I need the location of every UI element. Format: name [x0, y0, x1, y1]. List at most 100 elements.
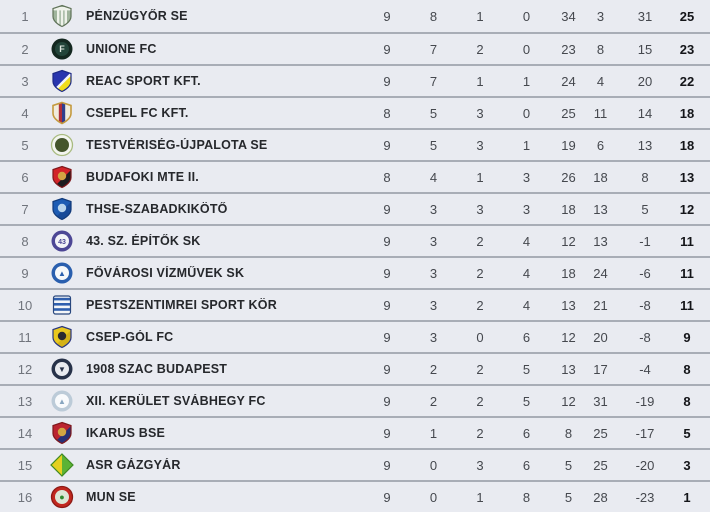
team-name[interactable]: TESTVÉRISÉG-ÚJPALOTA SE	[86, 138, 268, 152]
standings-row[interactable]: 1 PÉNZÜGYŐR SE 9 8 1 0 34 3 31 25	[0, 0, 710, 32]
stat-goal-difference: 15	[637, 41, 653, 57]
stat-goal-difference: -8	[639, 329, 651, 345]
team-crest-icon	[50, 133, 74, 157]
standings-row[interactable]: 7 THSE-SZABADKIKÖTŐ 9 3 3 3 18 13 5 12	[0, 192, 710, 224]
team-name[interactable]: UNIONE FC	[86, 42, 157, 56]
points-value: 8	[683, 361, 691, 377]
team-crest-icon	[50, 101, 74, 125]
stat-goals-for: 13	[561, 361, 576, 377]
standings-row[interactable]: 11 CSEP-GÓL FC 9 3 0 6 12 20 -8 9	[0, 320, 710, 352]
stat-draws: 3	[476, 457, 484, 473]
stat-wins: 3	[429, 297, 438, 313]
standings-row[interactable]: 4 CSEPEL FC KFT. 8 5 3 0 25 11 14 18	[0, 96, 710, 128]
position-number: 8	[21, 233, 29, 249]
stat-losses: 0	[522, 41, 531, 57]
position-number: 5	[21, 137, 29, 153]
svg-text:▲: ▲	[58, 269, 66, 278]
stat-played: 8	[383, 105, 391, 121]
stat-wins: 5	[429, 105, 438, 121]
team-name[interactable]: THSE-SZABADKIKÖTŐ	[86, 202, 228, 216]
stat-played: 9	[383, 41, 391, 57]
position-number: 9	[21, 265, 29, 281]
position-number: 4	[21, 105, 29, 121]
svg-text:43: 43	[58, 239, 66, 246]
team-name[interactable]: MUN SE	[86, 490, 136, 504]
stat-draws: 1	[476, 73, 484, 89]
stat-goals-against: 3	[596, 8, 605, 24]
team-name[interactable]: ASR GÁZGYÁR	[86, 458, 181, 472]
standings-row[interactable]: 3 REAC SPORT KFT. 9 7 1 1 24 4 20 22	[0, 64, 710, 96]
stat-played: 9	[383, 265, 391, 281]
points-value: 18	[679, 105, 695, 121]
stat-losses: 0	[522, 8, 531, 24]
stat-played: 9	[383, 297, 391, 313]
svg-text:▼: ▼	[58, 365, 66, 374]
stat-goal-difference: -23	[635, 489, 655, 505]
stat-played: 9	[383, 425, 391, 441]
standings-row[interactable]: 8 43 43. SZ. ÉPÍTŐK SK 9 3 2 4 12 13 -1 11	[0, 224, 710, 256]
team-crest-icon: ▲	[50, 261, 74, 285]
stat-played: 9	[383, 361, 391, 377]
points-value: 1	[683, 489, 691, 505]
stat-wins: 8	[429, 8, 438, 24]
stat-goals-against: 6	[596, 137, 605, 153]
points-value: 12	[679, 201, 695, 217]
stat-goals-against: 8	[596, 41, 605, 57]
position-number: 12	[17, 361, 33, 377]
stat-goal-difference: -1	[639, 233, 651, 249]
stat-goals-for: 8	[564, 425, 573, 441]
stat-goals-against: 25	[593, 425, 608, 441]
team-name[interactable]: REAC SPORT KFT.	[86, 74, 201, 88]
stat-draws: 2	[476, 41, 484, 57]
team-name[interactable]: IKARUS BSE	[86, 426, 166, 440]
stat-draws: 2	[476, 393, 484, 409]
stat-goals-for: 25	[561, 105, 576, 121]
stat-wins: 2	[429, 393, 438, 409]
stat-losses: 4	[522, 265, 531, 281]
standings-row[interactable]: 15 ASR GÁZGYÁR 9 0 3 6 5 25 -20 3	[0, 448, 710, 480]
stat-goals-against: 11	[593, 105, 608, 121]
team-name[interactable]: CSEP-GÓL FC	[86, 330, 174, 344]
stat-goal-difference: 8	[641, 169, 649, 185]
stat-draws: 0	[476, 329, 484, 345]
points-value: 9	[683, 329, 691, 345]
team-crest-icon: 43	[50, 229, 74, 253]
team-name[interactable]: PÉNZÜGYŐR SE	[86, 9, 188, 23]
standings-row[interactable]: 14 IKARUS BSE 9 1 2 6 8 25 -17 5	[0, 416, 710, 448]
stat-losses: 6	[522, 425, 531, 441]
position-number: 15	[17, 457, 33, 473]
stat-goals-for: 5	[564, 489, 573, 505]
standings-row[interactable]: 5 TESTVÉRISÉG-ÚJPALOTA SE 9 5 3 1 19 6 13 18	[0, 128, 710, 160]
team-name[interactable]: 1908 SZAC BUDAPEST	[86, 362, 228, 376]
team-name[interactable]: BUDAFOKI MTE II.	[86, 170, 199, 184]
team-name[interactable]: XII. KERÜLET SVÁBHEGY FC	[86, 394, 266, 408]
standings-row[interactable]: 12 ▼ 1908 SZAC BUDAPEST 9 2 2 5 13 17 -4 8	[0, 352, 710, 384]
standings-row[interactable]: 2 F UNIONE FC 9 7 2 0 23 8 15 23	[0, 32, 710, 64]
stat-goals-for: 13	[561, 297, 576, 313]
team-name[interactable]: PESTSZENTIMREI SPORT KÖR	[86, 298, 277, 312]
team-name[interactable]: FŐVÁROSI VÍZMŰVEK SK	[86, 266, 245, 280]
stat-goals-for: 12	[561, 329, 576, 345]
team-crest-icon	[50, 325, 74, 349]
stat-wins: 3	[429, 329, 438, 345]
standings-row[interactable]: 13 ▲ XII. KERÜLET SVÁBHEGY FC 9 2 2 5 12 31 -19 8	[0, 384, 710, 416]
stat-draws: 1	[476, 8, 484, 24]
stat-draws: 3	[476, 201, 484, 217]
standings-row[interactable]: 6 BUDAFOKI MTE II. 8 4 1 3 26 18 8 13	[0, 160, 710, 192]
stat-played: 9	[383, 201, 391, 217]
position-number: 10	[17, 297, 33, 313]
standings-row[interactable]: 16 ● MUN SE 9 0 1 8 5 28 -23 1	[0, 480, 710, 512]
standings-row[interactable]: 10 PESTSZENTIMREI SPORT KÖR 9 3 2 4 13 21 -8 11	[0, 288, 710, 320]
stat-draws: 1	[476, 169, 484, 185]
position-number: 14	[17, 425, 33, 441]
team-name[interactable]: 43. SZ. ÉPÍTŐK SK	[86, 234, 201, 248]
points-value: 5	[683, 425, 691, 441]
team-crest-icon	[50, 4, 74, 28]
team-crest-icon	[50, 421, 74, 445]
stat-losses: 3	[522, 169, 531, 185]
standings-row[interactable]: 9 ▲ FŐVÁROSI VÍZMŰVEK SK 9 3 2 4 18 24 -6 11	[0, 256, 710, 288]
team-name[interactable]: CSEPEL FC KFT.	[86, 106, 189, 120]
stat-goal-difference: -20	[635, 457, 655, 473]
stat-losses: 6	[522, 457, 531, 473]
